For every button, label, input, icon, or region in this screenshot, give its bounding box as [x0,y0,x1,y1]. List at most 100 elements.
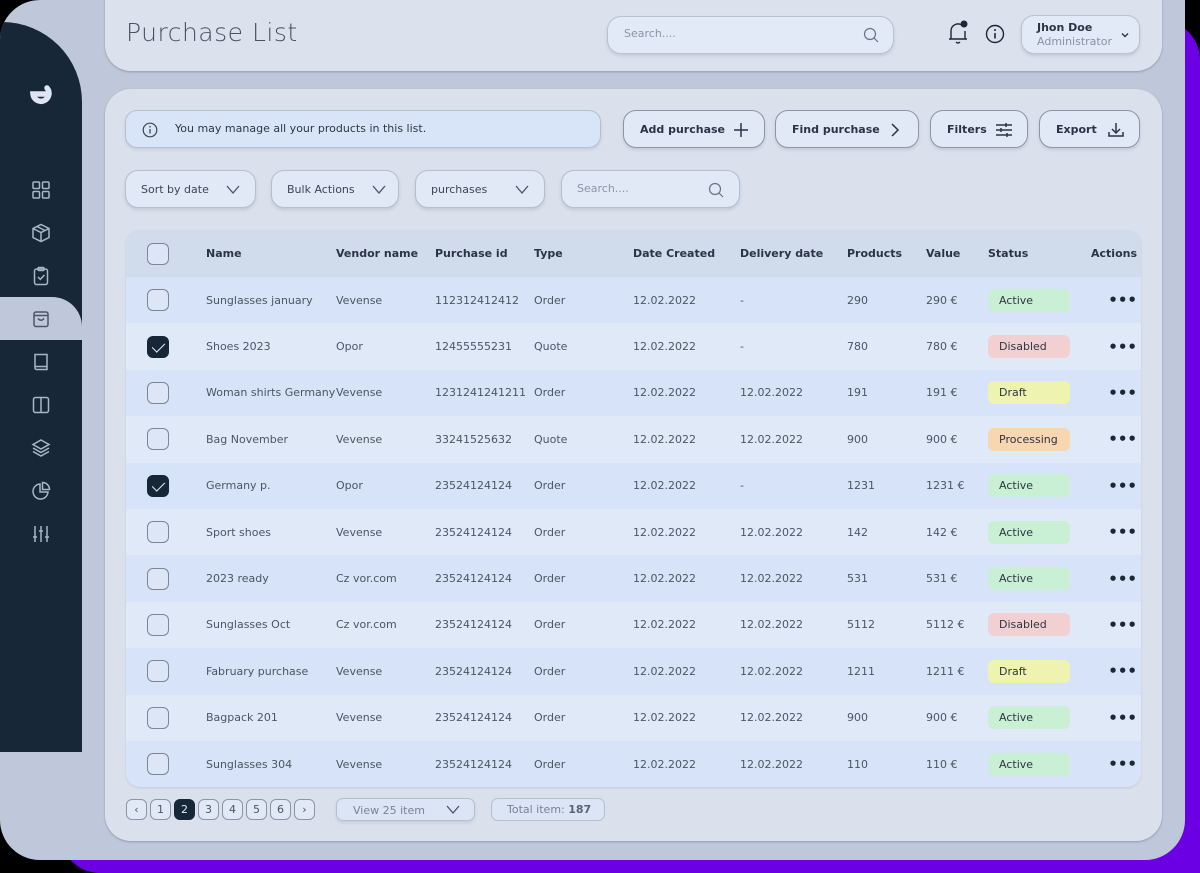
total-items-value: 187 [568,803,592,816]
column-header-name[interactable]: Name [206,247,242,260]
cell-delivery-date: - [740,293,744,307]
row-actions-menu[interactable]: ••• [1108,476,1137,495]
table-row[interactable]: Sport shoes Vevense 23524124124 Order 12.02.… [126,508,1141,556]
column-header-value[interactable]: Value [926,247,961,260]
cell-vendor: Vevense [336,386,383,400]
table-row[interactable]: Germany p. Opor 23524124124 Order 12.02.2022… [126,462,1141,509]
sidebar-item-book[interactable] [0,340,82,383]
cell-products: 900 [847,432,868,446]
row-checkbox[interactable] [147,521,169,544]
page-button-5[interactable]: 5 [246,799,267,820]
cell-date-created: 12.02.2022 [633,525,696,539]
cell-purchase-id: 23524124124 [435,572,512,586]
table-row[interactable]: Woman shirts Germany Vevense 1231241241211… [126,369,1141,417]
bulk-actions-label: Bulk Actions [287,183,355,196]
sidebar-item-grid[interactable] [0,168,82,211]
table-row[interactable]: Shoes 2023 Opor 12455555231 Quote 12.02.2022… [126,323,1141,370]
column-header-type[interactable]: Type [534,247,563,260]
select-all-checkbox[interactable] [147,242,169,265]
page-button-2[interactable]: 2 [174,799,195,820]
column-header-delivery-date[interactable]: Delivery date [740,247,824,260]
row-actions-menu[interactable]: ••• [1108,430,1137,449]
sidebar-item-clipboard-check[interactable] [0,254,82,297]
info-icon[interactable] [985,24,1005,44]
page-button-3[interactable]: 3 [198,799,219,820]
status-badge: Active [988,520,1070,544]
type-filter-label: purchases [431,183,488,196]
sidebar-item-box[interactable] [0,211,82,254]
column-header-vendor[interactable]: Vendor name [336,247,419,260]
prev-page-button[interactable]: ‹ [126,799,147,820]
row-checkbox[interactable] [147,289,169,312]
add-purchase-button[interactable]: Add purchase [623,110,765,148]
table-search-input[interactable] [577,182,697,195]
row-checkbox[interactable] [147,335,169,358]
column-header-date-created[interactable]: Date Created [633,247,716,260]
row-actions-menu[interactable]: ••• [1108,662,1137,681]
cell-value: 1211 € [926,664,965,678]
cell-name: Woman shirts Germany [206,386,336,400]
page-button-6[interactable]: 6 [270,799,291,820]
logo[interactable] [25,77,55,107]
page-button-1[interactable]: 1 [150,799,171,820]
filters-button[interactable]: Filters [930,110,1028,148]
search-icon[interactable] [863,27,879,43]
row-checkbox[interactable] [147,428,169,451]
table-row[interactable]: Sunglasses january Vevense 112312412412 Ord… [126,277,1141,324]
notice-text: You may manage all your products in this… [175,122,427,135]
cell-delivery-date: 12.02.2022 [740,618,803,632]
table-search[interactable] [561,170,740,208]
cell-date-created: 12.02.2022 [633,293,696,307]
row-checkbox[interactable] [147,660,169,683]
sidebar-item-layers[interactable] [0,426,82,469]
export-button[interactable]: Export [1039,110,1140,148]
type-filter-dropdown[interactable]: purchases [415,170,545,208]
column-header-purchase-id[interactable]: Purchase id [435,247,508,260]
cell-products: 1231 [847,479,875,493]
cell-purchase-id: 23524124124 [435,664,512,678]
row-checkbox[interactable] [147,706,169,729]
row-actions-menu[interactable]: ••• [1108,755,1137,774]
sidebar-item-columns[interactable] [0,383,82,426]
per-page-dropdown[interactable]: View 25 item [336,798,475,821]
cell-type: Order [534,572,566,586]
row-actions-menu[interactable]: ••• [1108,569,1137,588]
info-icon [142,122,158,138]
table-row[interactable]: Bag November Vevense 33241525632 Quote 12.02… [126,416,1141,463]
sidebar-item-pie-chart[interactable] [0,469,82,512]
bulk-actions-dropdown[interactable]: Bulk Actions [271,170,399,208]
sidebar-item-sliders[interactable] [0,512,82,555]
table-row[interactable]: Sunglasses 304 Vevense 23524124124 Order 12.… [126,740,1141,787]
user-menu[interactable]: Jhon Doe Administrator [1021,15,1140,54]
page-button-4[interactable]: 4 [222,799,243,820]
column-header-status[interactable]: Status [988,247,1029,260]
table-row[interactable]: Sunglasses Oct Cz vor.com 23524124124 Order… [126,601,1141,649]
row-actions-menu[interactable]: ••• [1108,615,1137,634]
row-checkbox[interactable] [147,474,169,497]
notification-bell-icon[interactable] [947,20,969,46]
global-search[interactable] [607,16,894,54]
row-actions-menu[interactable]: ••• [1108,383,1137,402]
chevron-down-icon [372,185,386,194]
row-actions-menu[interactable]: ••• [1108,291,1137,310]
global-search-input[interactable] [624,27,844,40]
search-icon[interactable] [708,182,724,198]
row-checkbox[interactable] [147,753,169,776]
row-actions-menu[interactable]: ••• [1108,337,1137,356]
row-actions-menu[interactable]: ••• [1108,708,1137,727]
row-checkbox[interactable] [147,567,169,590]
cell-products: 110 [847,757,868,771]
row-checkbox[interactable] [147,381,169,404]
sidebar-item-shopping-bag[interactable] [0,297,82,340]
sort-by-dropdown[interactable]: Sort by date [125,170,256,208]
cell-purchase-id: 23524124124 [435,525,512,539]
cell-date-created: 12.02.2022 [633,386,696,400]
table-row[interactable]: Bagpack 201 Vevense 23524124124 Order 12.02.… [126,694,1141,741]
column-header-products[interactable]: Products [847,247,903,260]
table-row[interactable]: 2023 ready Cz vor.com 23524124124 Order 12.0… [126,555,1141,602]
table-row[interactable]: Fabruary purchase Vevense 23524124124 Order… [126,648,1141,695]
row-actions-menu[interactable]: ••• [1108,523,1137,542]
find-purchase-button[interactable]: Find purchase [775,110,919,148]
row-checkbox[interactable] [147,613,169,636]
next-page-button[interactable]: › [294,799,315,820]
